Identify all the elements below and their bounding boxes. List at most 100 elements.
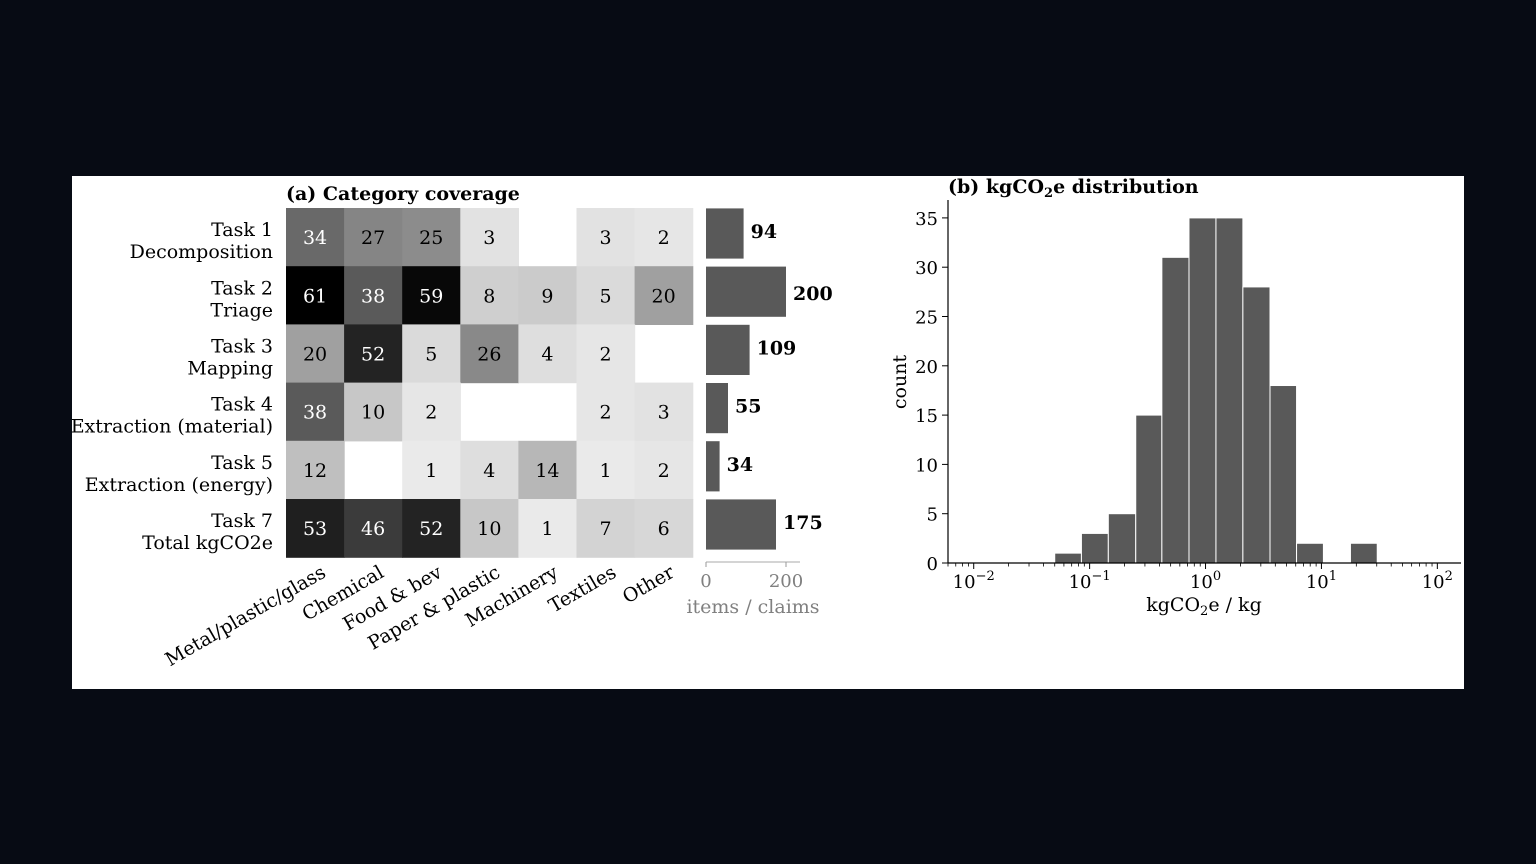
heatmap-cell: [402, 382, 461, 442]
y-axis-tick-label: 15: [915, 406, 938, 427]
totals-bar: [706, 324, 750, 375]
row-label-task: Task 2: [211, 277, 273, 299]
totals-bar-label: 175: [783, 512, 823, 534]
x-axis-tick-label: 102: [1422, 569, 1453, 593]
totals-bar: [706, 499, 776, 550]
totals-bar-label: 109: [757, 337, 797, 359]
row-label-task: Task 3: [211, 336, 273, 358]
heatmap-cell: [518, 324, 578, 384]
heatmap-cell-label: 52: [419, 518, 443, 540]
row-label-name: Decomposition: [130, 241, 273, 263]
heatmap-cell: [518, 499, 578, 558]
totals-bar: [706, 441, 720, 492]
heatmap-cell-label: 46: [361, 518, 385, 540]
heatmap-cell: [460, 266, 519, 325]
totals-bar-label: 34: [727, 454, 753, 476]
y-axis-label: count: [889, 355, 911, 410]
heatmap-cell-label: 5: [600, 285, 612, 307]
heatmap-cell: [576, 324, 636, 384]
heatmap-cell: [402, 440, 461, 500]
heatmap-cell-label: 8: [483, 285, 495, 307]
totals-axis-tick-label: 200: [769, 571, 803, 592]
row-label-task: Task 5: [211, 452, 273, 474]
heatmap-cell-label: 53: [303, 518, 327, 540]
totals-bar: [706, 208, 744, 259]
x-axis-tick-label: 10−2: [953, 569, 995, 593]
heatmap-cell-label: 9: [541, 285, 553, 307]
heatmap-cell: [634, 440, 694, 500]
histogram-bar: [1296, 542, 1324, 564]
totals-bar: [706, 383, 728, 434]
heatmap-cell-label: 52: [361, 344, 385, 366]
totals-bar-label: 200: [793, 283, 833, 305]
x-axis-tick-label: 10−1: [1069, 569, 1111, 593]
x-axis-tick-exponent: 1: [1329, 569, 1337, 584]
heatmap-cell: [402, 266, 461, 325]
y-axis-tick-label: 30: [915, 258, 938, 279]
heatmap-cell: [344, 266, 403, 325]
heatmap-cell-label: 10: [361, 402, 385, 424]
heatmap-cell-label: 38: [361, 285, 385, 307]
heatmap-cell: [460, 440, 519, 500]
heatmap-cell: [518, 266, 578, 325]
x-axis-tick-base: 10: [1190, 572, 1213, 593]
heatmap-cell-label: 4: [483, 460, 495, 482]
y-axis-tick-label: 20: [915, 357, 938, 378]
row-label-task: Task 1: [211, 219, 273, 241]
heatmap-cell: [286, 382, 345, 442]
heatmap-cell: [634, 266, 694, 325]
heatmap-cell-label: 20: [303, 344, 327, 366]
y-axis-tick-label: 25: [915, 308, 938, 329]
row-label-name: Extraction (energy): [85, 474, 273, 496]
heatmap-cell-label: 2: [600, 344, 612, 366]
heatmap-cell-label: 59: [419, 285, 443, 307]
heatmap-cell: [344, 499, 403, 558]
totals-axis-tick-label: 0: [700, 571, 711, 592]
y-axis-tick-label: 35: [915, 209, 938, 230]
heatmap-cell: [344, 382, 403, 442]
heatmap-cell: [460, 499, 519, 558]
heatmap-cell: [402, 208, 461, 267]
row-label-name: Total kgCO2e: [142, 532, 273, 554]
x-axis-tick-base: 10: [1422, 572, 1445, 593]
heatmap-cell-label: 10: [477, 518, 501, 540]
row-label-task: Task 7: [211, 510, 273, 532]
totals-axis-label: items / claims: [686, 596, 819, 618]
y-axis-tick-label: 10: [915, 455, 938, 476]
heatmap-cell: [402, 499, 461, 558]
histogram-title: (b) kgCO2e distribution: [948, 176, 1199, 201]
heatmap-cell-label: 26: [477, 344, 501, 366]
heatmap-cell: [344, 324, 403, 384]
heatmap-cell: [402, 324, 461, 384]
heatmap-cell: [286, 499, 345, 558]
heatmap-cell: [460, 208, 519, 267]
x-axis-tick-exponent: −2: [976, 569, 995, 584]
histogram-bar: [1054, 552, 1082, 564]
histogram-bar: [1161, 256, 1190, 564]
heatmap-cell-label: 2: [658, 227, 670, 249]
x-axis-tick-exponent: 2: [1445, 569, 1453, 584]
histogram-bar: [1242, 286, 1271, 564]
x-axis-tick-exponent: 0: [1213, 569, 1221, 584]
heatmap-cell-label: 4: [541, 344, 553, 366]
row-label-name: Extraction (material): [72, 416, 273, 438]
heatmap-cell-label: 2: [658, 460, 670, 482]
x-axis-label-part: kgCO: [1146, 594, 1200, 616]
heatmap-cell-label: 1: [600, 460, 612, 482]
heatmap-cell-label: 20: [652, 285, 676, 307]
heatmap-cell-label: 5: [425, 344, 437, 366]
y-axis-tick-label: 0: [927, 554, 938, 575]
heatmap-cell-label: 2: [425, 402, 437, 424]
x-axis-tick-exponent: −1: [1091, 569, 1110, 584]
heatmap-cell: [634, 208, 694, 267]
heatmap-cell-label: 14: [535, 460, 559, 482]
x-axis-label-subscript: 2: [1200, 604, 1208, 619]
x-axis-tick-label: 101: [1306, 569, 1337, 593]
histogram-bar: [1269, 385, 1298, 564]
x-axis-tick-base: 10: [1069, 572, 1092, 593]
totals-bar-label: 94: [751, 221, 777, 243]
heatmap-cell-label: 3: [483, 227, 495, 249]
heatmap-cell-label: 1: [425, 460, 437, 482]
heatmap-cell-label: 27: [361, 227, 385, 249]
